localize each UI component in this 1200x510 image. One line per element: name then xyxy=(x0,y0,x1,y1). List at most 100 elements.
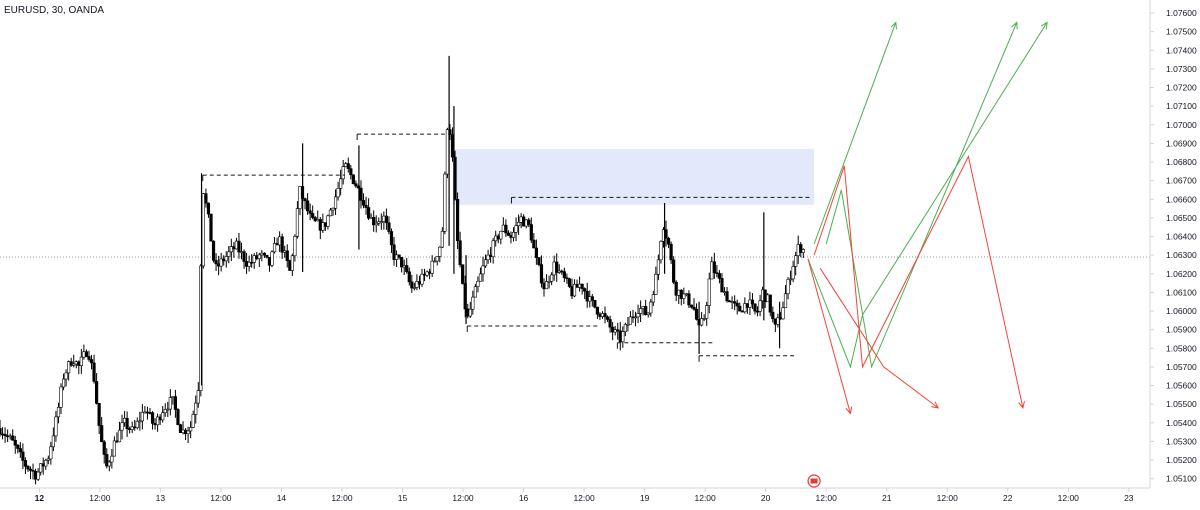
candle-body-279 xyxy=(707,278,711,306)
candle-body-138 xyxy=(349,168,353,176)
candle-body-241 xyxy=(611,326,615,333)
candle-body-34 xyxy=(84,351,89,357)
candle-body-259 xyxy=(656,259,661,275)
candle-body-62 xyxy=(156,416,160,426)
candle-body-148 xyxy=(374,222,378,226)
candle-body-298 xyxy=(755,310,760,313)
candle-body-290 xyxy=(735,302,739,307)
bullish-scenario-arrow-0-head xyxy=(890,21,897,30)
candle-body-287 xyxy=(727,300,732,303)
candle-body-35 xyxy=(87,356,91,360)
candle-body-2 xyxy=(3,434,7,437)
candle-body-32 xyxy=(79,356,83,366)
candle-body-39 xyxy=(97,403,101,426)
candle-body-228 xyxy=(577,283,582,288)
candle-body-180 xyxy=(455,199,460,242)
candle-body-216 xyxy=(547,281,551,283)
candle-body-254 xyxy=(644,306,648,316)
candle-body-303 xyxy=(768,294,772,313)
candle-body-139 xyxy=(351,174,355,185)
candle-body-173 xyxy=(438,246,442,257)
y-tick-label-8: 1.06800 xyxy=(1166,157,1197,167)
candle-body-188 xyxy=(476,280,480,287)
candle-body-233 xyxy=(590,296,594,301)
candle-body-294 xyxy=(745,303,749,308)
candle-body-311 xyxy=(788,278,793,281)
y-tick-label-19: 1.05700 xyxy=(1166,362,1197,372)
candle-body-235 xyxy=(595,306,599,315)
candle-body-286 xyxy=(725,291,729,302)
candle-body-305 xyxy=(773,318,777,325)
candle-body-201 xyxy=(509,235,513,238)
candle-body-162 xyxy=(410,281,414,289)
candle-body-71 xyxy=(178,424,183,434)
candle-body-29 xyxy=(72,363,76,366)
candle-body-88 xyxy=(222,258,226,262)
candle-body-252 xyxy=(639,308,643,314)
candle-body-98 xyxy=(247,261,251,267)
candle-body-249 xyxy=(631,316,635,319)
candle-body-14 xyxy=(33,471,38,480)
candle-body-208 xyxy=(527,219,531,225)
candle-body-288 xyxy=(730,301,734,303)
candle-body-53 xyxy=(133,426,137,429)
candle-body-11 xyxy=(26,466,30,470)
x-tick-label-1: 12:00 xyxy=(89,493,111,503)
candle-body-95 xyxy=(239,251,244,253)
candle-body-143 xyxy=(361,200,366,206)
candle-body-77 xyxy=(194,402,198,415)
y-tick-label-12: 1.06400 xyxy=(1166,232,1197,242)
candle-body-84 xyxy=(211,240,216,261)
candle-body-263 xyxy=(666,237,671,245)
candle-body-8 xyxy=(18,448,22,453)
candle-body-258 xyxy=(654,273,658,295)
candle-body-212 xyxy=(537,257,541,265)
candle-body-271 xyxy=(687,293,691,306)
candle-body-161 xyxy=(407,271,411,283)
candle-body-268 xyxy=(679,289,683,299)
candle-body-117 xyxy=(295,208,300,237)
candle-body-64 xyxy=(161,412,165,421)
bullish-scenario-arrow-1 xyxy=(825,22,1018,369)
candle-body-56 xyxy=(140,411,144,422)
candle-body-144 xyxy=(364,204,368,208)
y-tick-label-20: 1.05600 xyxy=(1166,381,1197,391)
candle-body-36 xyxy=(89,359,94,364)
candle-body-46 xyxy=(115,440,119,443)
candle-body-306 xyxy=(776,317,780,325)
candle-body-282 xyxy=(715,272,719,274)
bearish-scenario-arrow-2 xyxy=(819,267,939,409)
candle-body-242 xyxy=(613,329,617,333)
candle-body-92 xyxy=(232,246,236,250)
candle-body-48 xyxy=(120,422,124,431)
candle-body-127 xyxy=(321,222,325,231)
candle-body-37 xyxy=(92,362,96,382)
candle-body-175 xyxy=(443,173,447,232)
candle-body-230 xyxy=(583,288,587,292)
candle-body-243 xyxy=(616,329,620,332)
candle-body-73 xyxy=(183,429,188,435)
candle-body-44 xyxy=(110,455,114,463)
candle-body-171 xyxy=(433,260,437,263)
candle-body-269 xyxy=(682,293,686,299)
candle-body-207 xyxy=(524,219,528,227)
candle-body-5 xyxy=(11,435,15,441)
candle-body-210 xyxy=(532,239,536,249)
candle-body-124 xyxy=(313,217,317,222)
candle-body-140 xyxy=(354,183,358,187)
candle-body-116 xyxy=(293,236,297,257)
candle-body-81 xyxy=(204,193,208,204)
bearish-scenario-arrow-0 xyxy=(807,258,851,414)
candle-body-237 xyxy=(600,313,605,317)
x-tick-label-16: 22 xyxy=(1003,493,1013,503)
candle-body-257 xyxy=(651,294,655,303)
candle-body-195 xyxy=(494,235,498,242)
candle-body-223 xyxy=(565,277,569,280)
candle-body-185 xyxy=(468,308,472,317)
y-tick-label-23: 1.05300 xyxy=(1166,436,1197,446)
candle-body-192 xyxy=(486,254,490,261)
candle-body-108 xyxy=(272,243,277,253)
y-tick-label-15: 1.06100 xyxy=(1166,287,1197,297)
